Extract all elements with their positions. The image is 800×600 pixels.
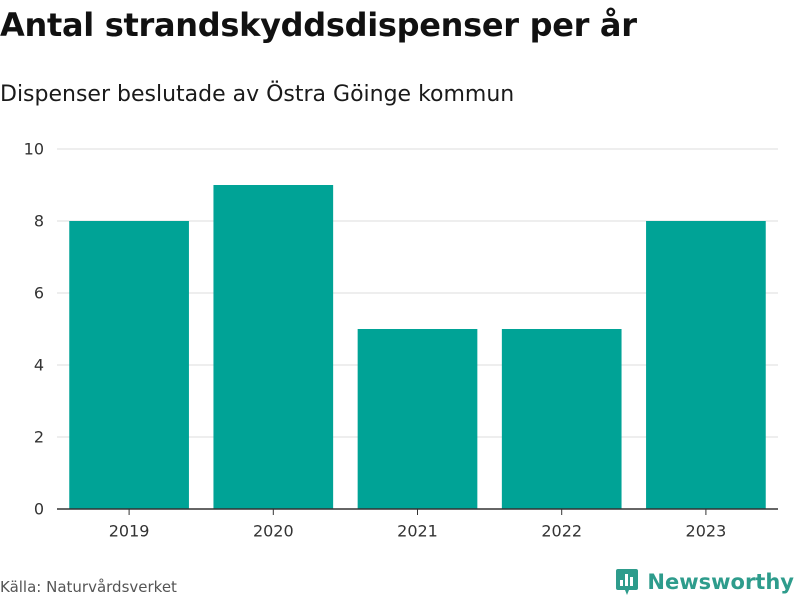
x-tick-label: 2021 <box>397 522 438 541</box>
bars <box>69 185 766 509</box>
bar-chart: 0 2 4 6 8 10 2019 2020 2021 2022 2023 <box>24 140 778 541</box>
bar-2021 <box>357 329 478 509</box>
x-tick-label: 2022 <box>541 522 582 541</box>
y-tick-label: 6 <box>34 284 44 303</box>
axes <box>57 508 778 515</box>
bar-2023 <box>646 221 766 509</box>
y-tick-label: 10 <box>24 140 44 159</box>
source-note: Källa: Naturvårdsverket <box>0 578 177 596</box>
bar-2022 <box>501 329 622 509</box>
brand-name: Newsworthy <box>647 570 794 594</box>
bar-2020 <box>213 185 334 509</box>
y-tick-label: 2 <box>34 428 44 447</box>
bar-2019 <box>69 221 189 509</box>
tick-labels: 0 2 4 6 8 10 2019 2020 2021 2022 2023 <box>24 140 727 541</box>
x-tick-label: 2023 <box>686 522 727 541</box>
x-tick-label: 2020 <box>253 522 294 541</box>
chart-subtitle: Dispenser beslutade av Östra Göinge komm… <box>0 82 515 107</box>
x-tick-label: 2019 <box>109 522 150 541</box>
brand: Newsworthy <box>615 568 794 596</box>
y-tick-label: 8 <box>34 212 44 231</box>
y-tick-label: 4 <box>34 356 44 375</box>
newsworthy-logo-icon <box>616 569 639 595</box>
chart-title: Antal strandskyddsdispenser per år <box>0 6 637 44</box>
y-tick-label: 0 <box>34 500 44 519</box>
